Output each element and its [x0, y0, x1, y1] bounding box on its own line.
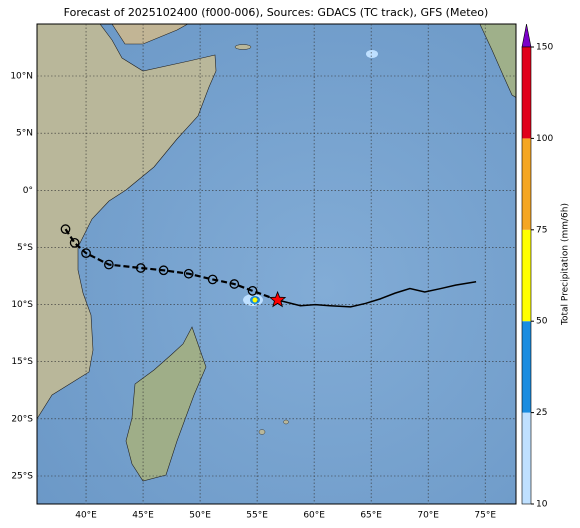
track-point [104, 259, 114, 270]
map-title: Forecast of 2025102400 (f000-006), Sourc… [64, 6, 489, 19]
precip-blob [252, 297, 258, 303]
colorbar-tick-label: 25 [536, 408, 547, 418]
colorbar-band [522, 321, 531, 413]
colorbar-tick-label: 50 [536, 317, 548, 327]
colorbar-tick-label: 150 [536, 43, 553, 53]
y-tick-label: 0° [23, 186, 33, 196]
y-tick-label: 5°S [17, 243, 33, 253]
colorbar-frame [521, 46, 532, 505]
colorbar-band [522, 229, 531, 322]
colorbar-band [522, 47, 531, 139]
y-tick-label: 10°S [11, 300, 33, 310]
basemap [37, 24, 516, 504]
gfs-track [277, 280, 477, 308]
current-position [268, 290, 287, 308]
y-tick-label: 20°S [11, 414, 33, 424]
india [479, 24, 516, 98]
x-tick-label: 70°E [417, 511, 439, 521]
track-point [183, 268, 194, 279]
y-tick-label: 10°N [10, 72, 33, 82]
y-tick-label: 5°N [16, 129, 33, 139]
colorbar-tick-label: 100 [536, 134, 553, 144]
track-point [69, 238, 80, 248]
x-tick-label: 75°E [474, 511, 496, 521]
socotra [234, 44, 252, 50]
track-point [135, 263, 146, 273]
track-point [158, 265, 169, 276]
map-frame [36, 23, 517, 505]
colorbar-tick-label: 75 [536, 225, 547, 235]
colorbar-label: Total Precipitation (mm/6h) [561, 203, 571, 326]
island [258, 429, 266, 435]
arabia [111, 24, 189, 45]
island [283, 419, 289, 425]
track-point [81, 248, 91, 258]
track-point [229, 279, 240, 289]
precip-blob [366, 50, 378, 58]
x-tick-label: 50°E [189, 511, 211, 521]
colorbar-band [522, 412, 531, 504]
gdacs-track-line [64, 228, 279, 302]
track-point [60, 224, 71, 234]
y-tick-label: 25°S [11, 472, 33, 482]
track-point [247, 286, 258, 296]
track-point [207, 274, 218, 285]
x-tick-label: 40°E [75, 511, 97, 521]
x-tick-label: 65°E [360, 511, 382, 521]
colorbar-band [522, 138, 531, 230]
y-tick-label: 15°S [11, 357, 33, 367]
x-tick-label: 60°E [303, 511, 325, 521]
x-tick-label: 45°E [132, 511, 154, 521]
colorbar-tick-label: 10 [536, 500, 548, 510]
madagascar [125, 326, 207, 482]
colorbar-extend [521, 23, 532, 48]
x-tick-label: 55°E [246, 511, 268, 521]
